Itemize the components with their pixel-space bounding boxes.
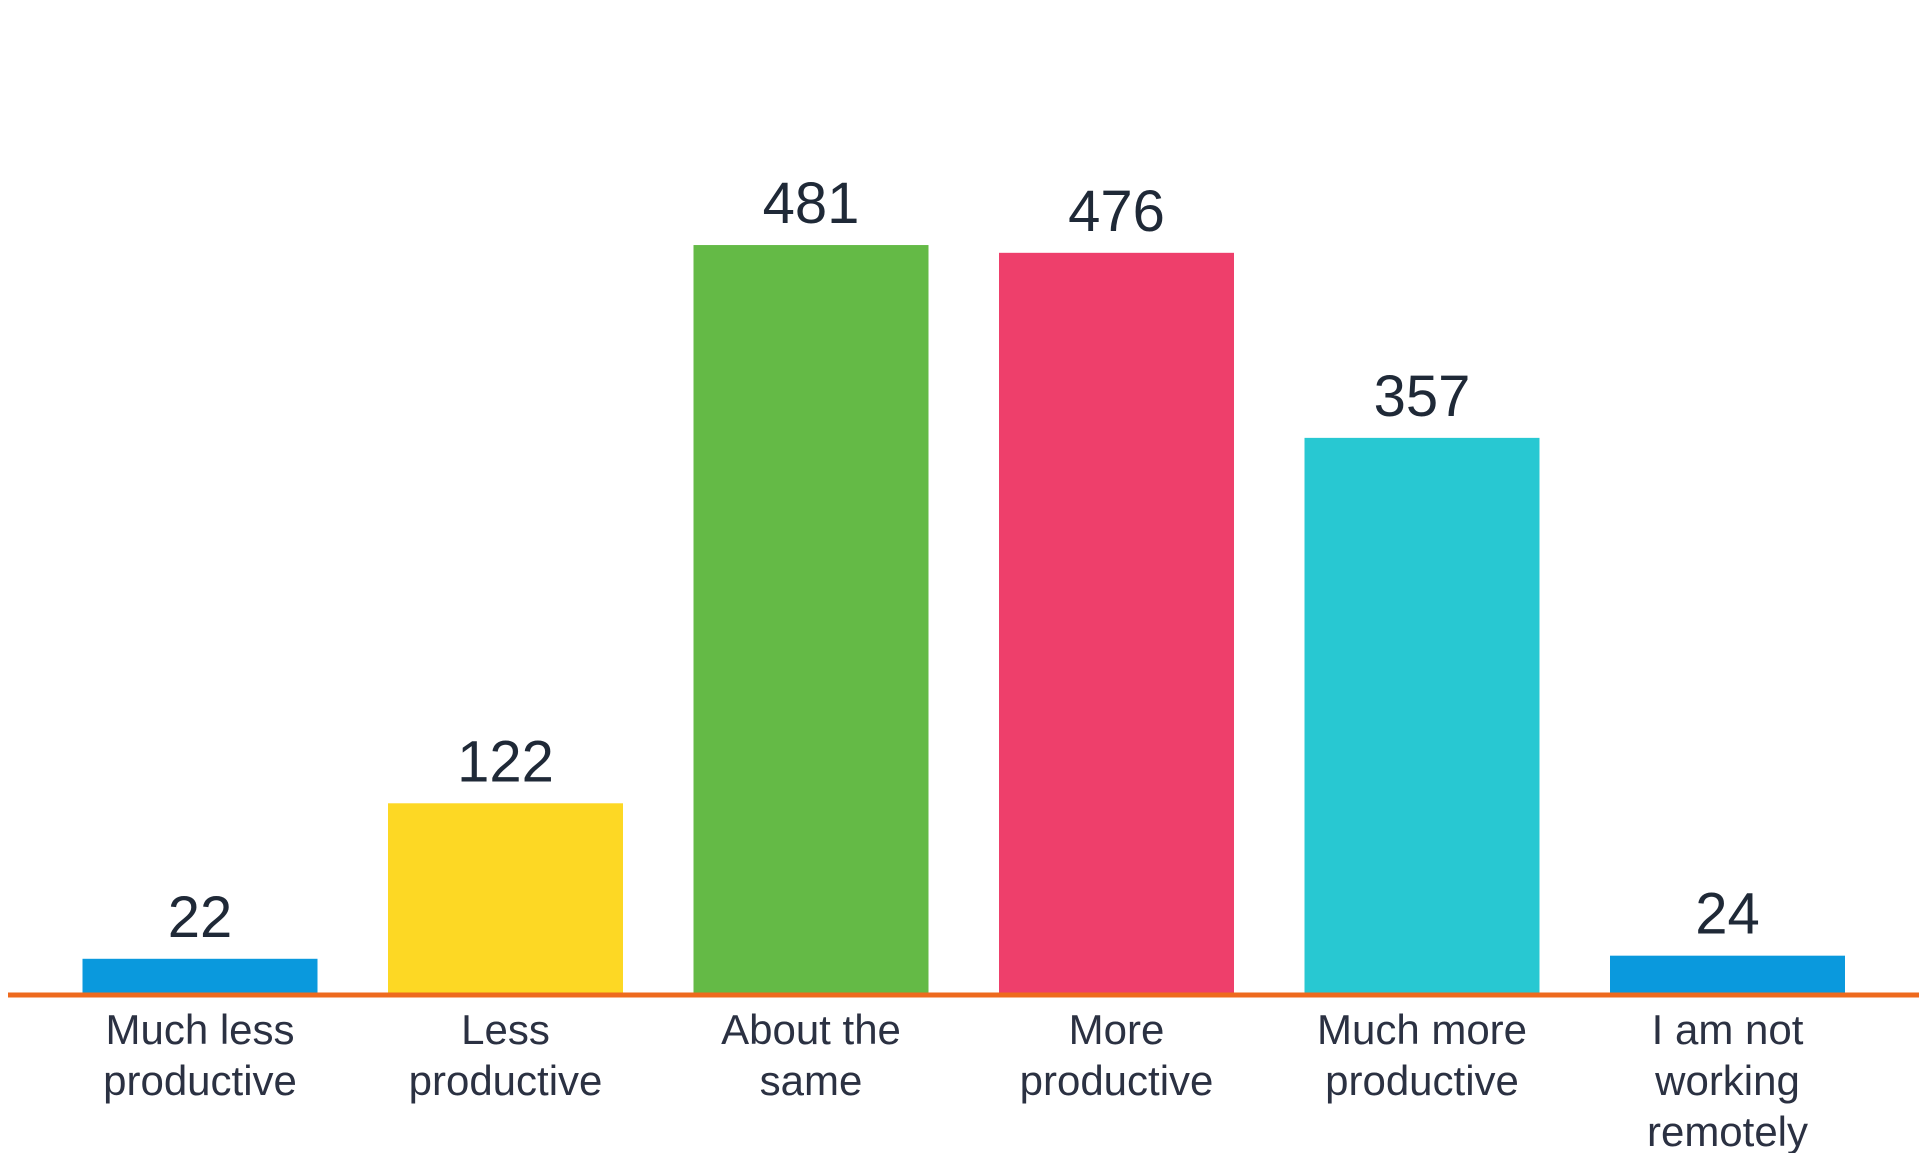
bar-5 (1610, 955, 1845, 993)
value-label-5: 24 (1695, 882, 1760, 947)
category-label-line: same (760, 1057, 863, 1104)
value-label-2: 481 (763, 171, 860, 236)
category-label-line: Much less (105, 1006, 294, 1053)
category-label-0: Much less productive (103, 1006, 297, 1104)
category-label-2: About the same (721, 1006, 901, 1104)
bars-group (82, 245, 1845, 994)
category-label-line: Less (461, 1006, 550, 1053)
category-label-line: productive (1020, 1057, 1214, 1104)
bar-0 (82, 958, 318, 993)
value-label-4: 357 (1374, 364, 1471, 429)
category-label-line: Much more (1317, 1006, 1527, 1053)
category-label-line: More (1069, 1006, 1165, 1053)
bar-1 (388, 803, 623, 993)
category-label-line: remotely (1647, 1108, 1808, 1153)
value-labels-group: 22 122 481 476 357 24 (168, 171, 1760, 950)
category-label-5: I am not working remotely (1647, 1006, 1808, 1153)
value-label-3: 476 (1068, 179, 1165, 244)
category-label-line: productive (1325, 1057, 1519, 1104)
value-label-0: 22 (168, 885, 233, 950)
category-label-3: More productive (1020, 1006, 1214, 1104)
category-label-4: Much more productive (1317, 1006, 1527, 1104)
category-label-1: Less productive (409, 1006, 603, 1104)
category-label-line: productive (103, 1057, 297, 1104)
value-label-1: 122 (457, 729, 554, 794)
category-label-line: I am not (1652, 1006, 1804, 1053)
category-label-line: working (1654, 1057, 1800, 1104)
category-label-line: productive (409, 1057, 603, 1104)
bar-3 (999, 252, 1234, 993)
category-label-line: About the (721, 1006, 901, 1053)
bar-4 (1304, 437, 1540, 993)
bar-2 (693, 245, 929, 994)
